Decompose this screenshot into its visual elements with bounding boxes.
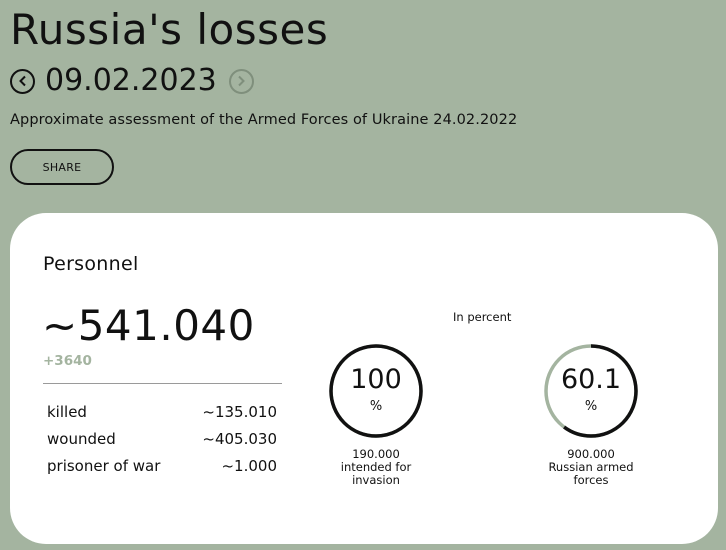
breakdown-label: wounded [47, 430, 116, 448]
current-date: 09.02.2023 [45, 63, 217, 98]
percent-label: In percent [453, 310, 512, 324]
breakdown-row: killed ~135.010 [47, 403, 277, 430]
ring-chart [544, 344, 638, 438]
breakdown-label: killed [47, 403, 87, 421]
ring-chart [329, 344, 423, 438]
divider [43, 383, 282, 384]
total-count: ~541.040 [42, 301, 255, 350]
next-date-button[interactable] [228, 68, 254, 94]
breakdown-value: ~405.030 [202, 430, 277, 448]
breakdown-list: killed ~135.010 wounded ~405.030 prisone… [47, 403, 277, 484]
breakdown-value: ~1.000 [221, 457, 277, 475]
gauge-caption-line: forces [573, 473, 609, 487]
gauge-caption: 190.000 intended for invasion [316, 448, 436, 487]
gauge-unit: % [584, 399, 598, 414]
page-title: Russia's losses [10, 5, 329, 54]
gauge-value: 60.1 [560, 364, 622, 395]
card-title: Personnel [43, 253, 139, 275]
ring-progress [544, 344, 638, 438]
daily-delta: +3640 [43, 353, 92, 369]
breakdown-label: prisoner of war [47, 457, 161, 475]
gauge-caption-line: 190.000 [352, 447, 400, 461]
chevron-left-icon [18, 75, 26, 87]
chevron-right-icon [238, 75, 246, 87]
ring-progress [329, 344, 423, 438]
gauge-armed-forces: 60.1 % 900.000 Russian armed forces [531, 342, 651, 487]
gauge-caption-line: Russian armed [548, 460, 634, 474]
date-navigator: 09.02.2023 [10, 66, 254, 96]
subtitle: Approximate assessment of the Armed Forc… [10, 112, 518, 128]
share-button[interactable]: SHARE [10, 149, 114, 185]
gauge-invasion: 100 % 190.000 intended for invasion [316, 342, 436, 487]
gauge-caption-line: invasion [352, 473, 400, 487]
gauge-value: 100 [350, 364, 402, 395]
gauge-caption-line: intended for [340, 460, 412, 474]
gauge-caption: 900.000 Russian armed forces [531, 448, 651, 487]
breakdown-value: ~135.010 [202, 403, 277, 421]
gauge-unit: % [369, 399, 383, 414]
breakdown-row: prisoner of war ~1.000 [47, 457, 277, 484]
gauge-caption-line: 900.000 [567, 447, 615, 461]
breakdown-row: wounded ~405.030 [47, 430, 277, 457]
personnel-card: Personnel ~541.040 +3640 killed ~135.010… [10, 213, 718, 544]
previous-date-button[interactable] [10, 68, 35, 94]
